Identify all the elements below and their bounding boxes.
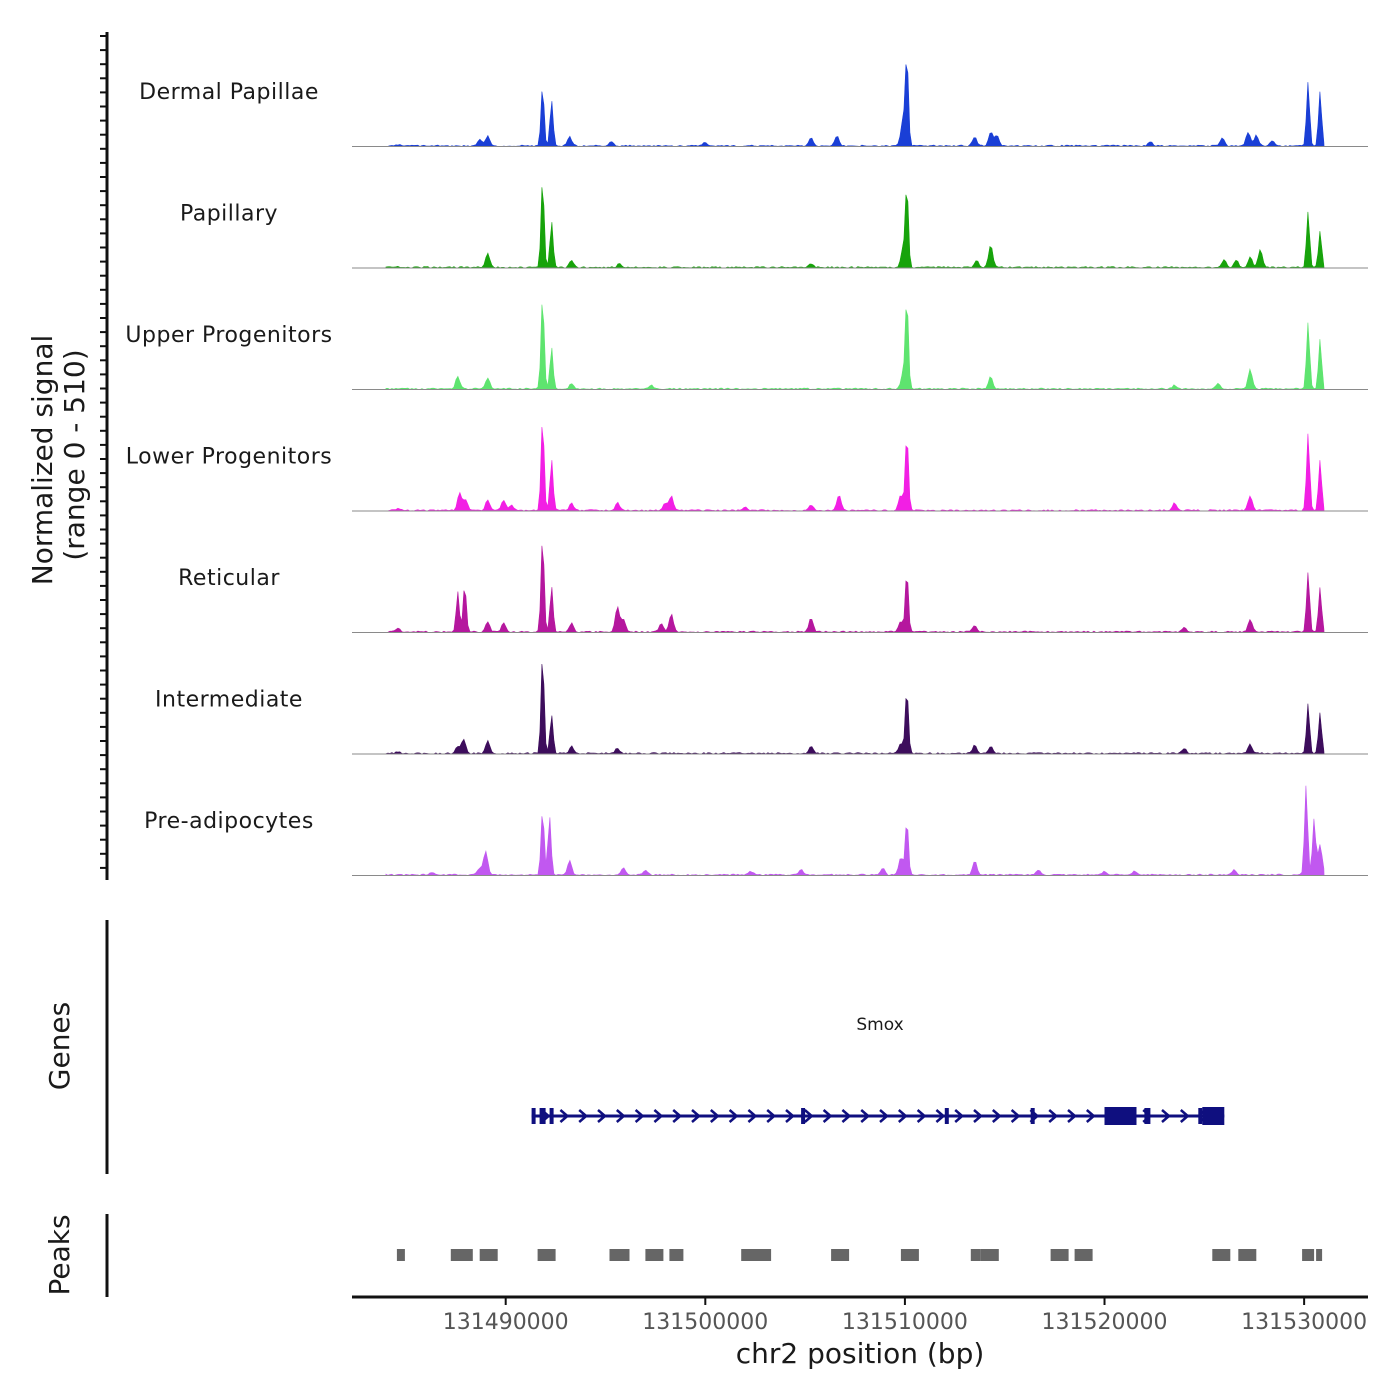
strand-arrow bbox=[559, 1109, 570, 1123]
peak-region bbox=[970, 1249, 981, 1261]
signal-y-axis bbox=[100, 32, 109, 880]
strand-arrow bbox=[597, 1109, 607, 1123]
strand-arrow bbox=[728, 1109, 739, 1123]
strand-arrow bbox=[822, 1109, 833, 1123]
peak-region bbox=[1238, 1249, 1257, 1261]
track-label: Papillary bbox=[180, 202, 278, 227]
signal-area bbox=[385, 785, 1325, 876]
peak-region bbox=[645, 1249, 664, 1261]
signal-area bbox=[385, 426, 1325, 512]
genes-track-label: Genes bbox=[43, 1002, 76, 1090]
gene-exon bbox=[549, 1108, 554, 1124]
peak-region bbox=[1316, 1249, 1323, 1261]
strand-arrow bbox=[1010, 1109, 1021, 1123]
strand-arrow bbox=[935, 1109, 946, 1123]
track-label: Reticular bbox=[178, 566, 280, 591]
gene-exon bbox=[1120, 1107, 1137, 1125]
signal-area bbox=[385, 545, 1325, 633]
peak-region bbox=[1050, 1249, 1069, 1261]
strand-arrow bbox=[841, 1109, 852, 1123]
strand-arrow bbox=[916, 1109, 927, 1123]
peaks-track-label: Peaks bbox=[43, 1214, 76, 1295]
y-axis-label-line2: (range 0 - 510) bbox=[58, 349, 91, 560]
x-tick-label: 131500000 bbox=[642, 1310, 768, 1335]
x-tick-label: 131520000 bbox=[1042, 1310, 1168, 1335]
strand-arrow bbox=[973, 1109, 983, 1123]
x-axis-label: chr2 position (bp) bbox=[736, 1337, 985, 1370]
track-0: Dermal Papillae bbox=[139, 64, 1368, 147]
gene-exon bbox=[1198, 1108, 1203, 1124]
x-tick-label: 131510000 bbox=[842, 1310, 968, 1335]
gene-exon bbox=[1144, 1108, 1151, 1124]
track-1: Papillary bbox=[180, 187, 1368, 269]
peaks-track bbox=[105, 1214, 1323, 1297]
x-tick-label: 131530000 bbox=[1241, 1310, 1367, 1335]
strand-arrow bbox=[803, 1109, 814, 1123]
track-6: Pre-adipocytes bbox=[144, 785, 1368, 876]
peak-region bbox=[1302, 1249, 1315, 1261]
peak-region bbox=[669, 1249, 684, 1261]
peak-region bbox=[900, 1249, 919, 1261]
track-label: Pre-adipocytes bbox=[144, 809, 314, 834]
strand-arrow bbox=[766, 1109, 777, 1123]
signal-tracks: Dermal Papillae Papillary Upper Progenitor… bbox=[125, 64, 1368, 876]
track-label: Upper Progenitors bbox=[125, 323, 332, 348]
strand-arrow bbox=[954, 1109, 965, 1123]
gene-exon bbox=[1202, 1107, 1225, 1125]
strand-arrow bbox=[1179, 1109, 1190, 1123]
track-label: Dermal Papillae bbox=[139, 80, 319, 105]
x-axis: 131490000 131500000 131510000 131520000 1315… bbox=[352, 1295, 1368, 1335]
track-5: Intermediate bbox=[155, 663, 1368, 755]
genes-track: Smox bbox=[105, 920, 1225, 1174]
gene-exon bbox=[801, 1108, 806, 1124]
peak-region bbox=[609, 1249, 630, 1261]
strand-arrow bbox=[1085, 1109, 1096, 1123]
strand-arrow bbox=[1048, 1109, 1059, 1123]
signal-area bbox=[385, 663, 1325, 755]
signal-area bbox=[385, 64, 1325, 147]
peak-region bbox=[831, 1249, 850, 1261]
signal-area bbox=[385, 304, 1325, 390]
gene-exon bbox=[539, 1108, 546, 1124]
peak-region bbox=[741, 1249, 772, 1261]
strand-arrow bbox=[578, 1109, 589, 1123]
peak-region bbox=[1212, 1249, 1231, 1261]
strand-arrow bbox=[615, 1109, 626, 1123]
strand-arrow bbox=[747, 1109, 758, 1123]
peak-region bbox=[1074, 1249, 1093, 1261]
track-3: Lower Progenitors bbox=[126, 426, 1368, 512]
gene-exon bbox=[1104, 1107, 1121, 1125]
peak-region bbox=[396, 1249, 405, 1261]
gene-exon bbox=[1030, 1108, 1035, 1124]
track-4: Reticular bbox=[178, 545, 1368, 633]
track-2: Upper Progenitors bbox=[125, 304, 1368, 390]
peak-region bbox=[450, 1249, 473, 1261]
y-axis-label-line1: Normalized signal bbox=[26, 335, 59, 586]
strand-arrow bbox=[653, 1109, 664, 1123]
strand-arrow bbox=[879, 1109, 889, 1123]
gene-name: Smox bbox=[856, 1015, 903, 1035]
peak-region bbox=[537, 1249, 556, 1261]
strand-arrow bbox=[709, 1109, 720, 1123]
strand-arrow bbox=[634, 1109, 645, 1123]
strand-arrow bbox=[691, 1109, 701, 1123]
signal-area bbox=[385, 187, 1325, 269]
strand-arrow bbox=[1067, 1109, 1077, 1123]
track-label: Lower Progenitors bbox=[126, 445, 332, 470]
gene-exon bbox=[531, 1108, 536, 1124]
track-label: Intermediate bbox=[155, 688, 303, 713]
strand-arrow bbox=[897, 1109, 908, 1123]
strand-arrow bbox=[991, 1109, 1002, 1123]
peak-region bbox=[980, 1249, 999, 1261]
x-tick-label: 131490000 bbox=[443, 1310, 569, 1335]
gene-exon bbox=[944, 1108, 949, 1124]
strand-arrow bbox=[672, 1109, 683, 1123]
peak-region bbox=[479, 1249, 498, 1261]
strand-arrow bbox=[785, 1109, 795, 1123]
strand-arrow bbox=[1161, 1109, 1171, 1123]
strand-arrow bbox=[860, 1109, 871, 1123]
